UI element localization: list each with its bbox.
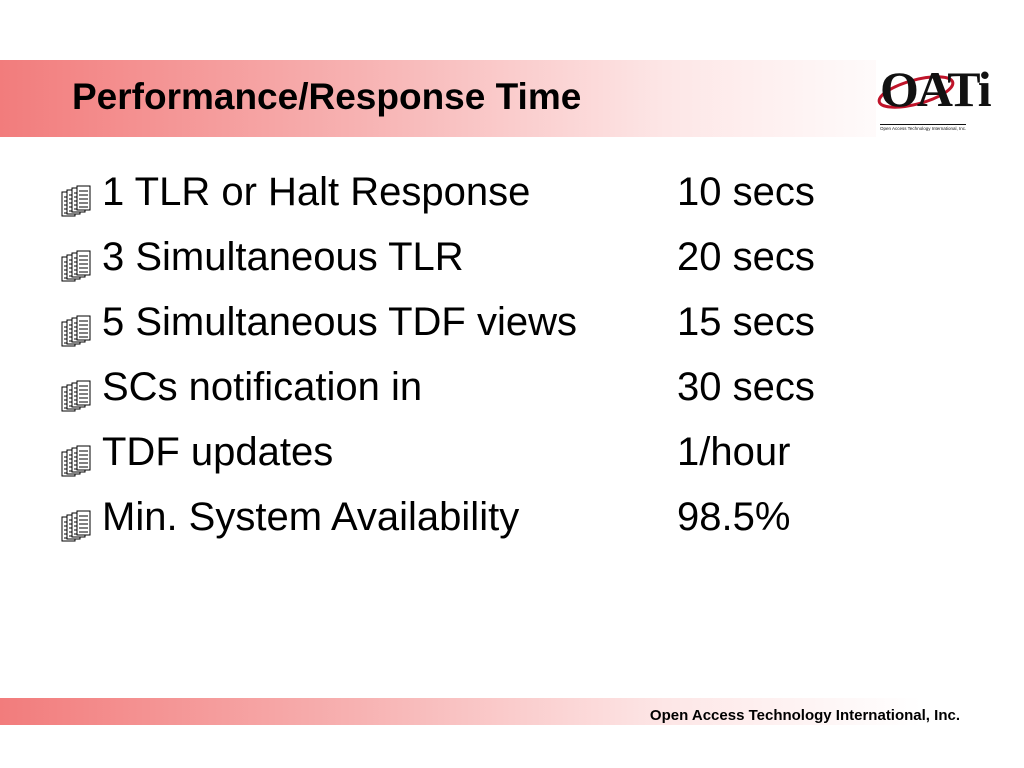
slide-title: Performance/Response Time xyxy=(72,76,582,117)
item-label: TDF updates xyxy=(102,430,334,474)
item-label: Min. System Availability xyxy=(102,495,520,539)
item-value: 10 secs xyxy=(677,170,815,214)
item-value: 20 secs xyxy=(677,235,815,279)
bullet-icon xyxy=(61,185,91,217)
bullet-icon xyxy=(61,315,91,347)
header-band xyxy=(0,60,1024,137)
logo-swoosh xyxy=(877,75,955,109)
item-value: 15 secs xyxy=(677,300,815,344)
item-label: 3 Simultaneous TLR xyxy=(102,235,464,279)
logo: OATi Open Access Technology Internationa… xyxy=(876,60,992,138)
bullet-icon xyxy=(61,510,91,542)
item-label: SCs notification in xyxy=(102,365,423,409)
logo-subtitle: Open Access Technology International, In… xyxy=(880,124,967,131)
bullet-icon xyxy=(61,380,91,412)
footer-band xyxy=(0,698,1024,725)
logo-text: OATi xyxy=(880,61,992,117)
item-value: 30 secs xyxy=(677,365,815,409)
bullet-icon xyxy=(61,445,91,477)
footer-text: Open Access Technology International, In… xyxy=(649,707,960,724)
bullet-icon xyxy=(61,250,91,282)
item-label: 5 Simultaneous TDF views xyxy=(102,300,577,344)
item-label: 1 TLR or Halt Response xyxy=(102,170,531,214)
item-value: 1/hour xyxy=(677,430,791,474)
item-value: 98.5% xyxy=(677,495,791,539)
